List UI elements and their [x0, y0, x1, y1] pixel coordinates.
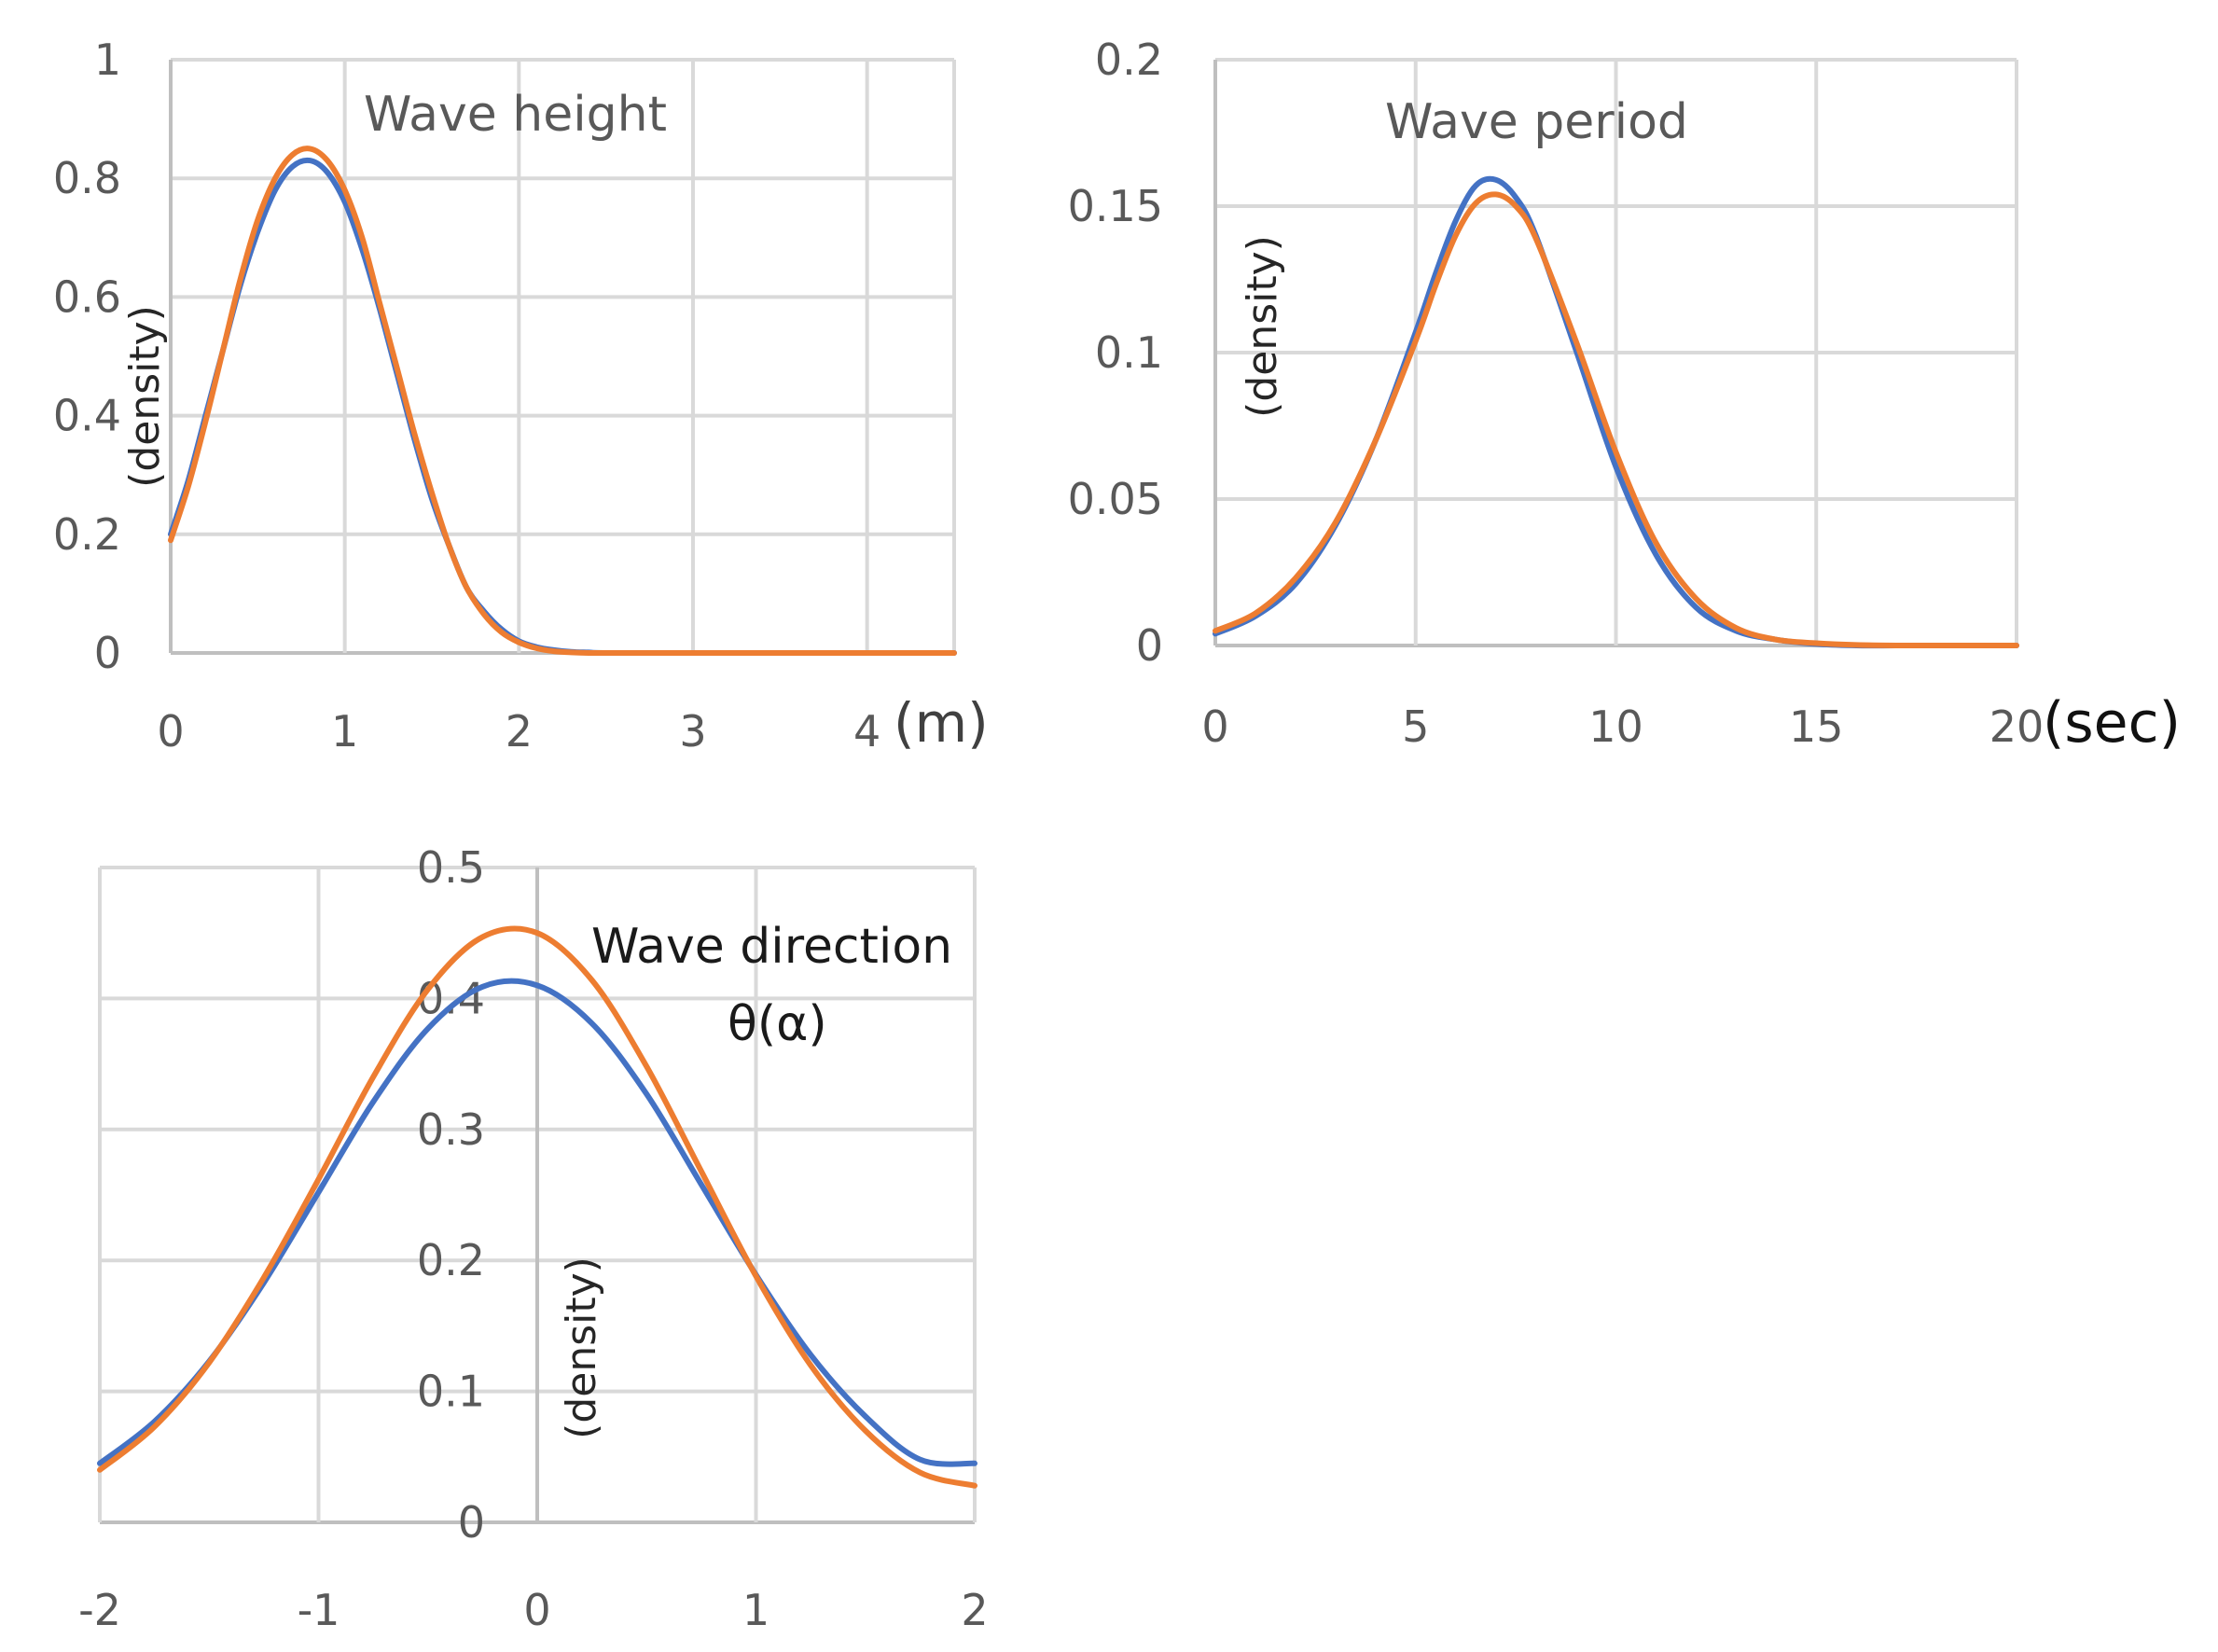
- wave-height-chart: 0 0.2 0.4 0.6 0.8 1 0 1 2 3 4 Wave height (density…: [53, 35, 989, 757]
- wave-period-series: [1213, 175, 2019, 649]
- wave-height-x-axis-label: (m): [894, 691, 989, 755]
- wave-period-series-line-2: [1213, 191, 2019, 649]
- wave-height-series-line-1: [168, 157, 957, 657]
- wave-direction-x-tick-label-3: 1: [742, 1585, 769, 1635]
- wave-height-y-tick-label-2: 0.4: [53, 391, 121, 441]
- wave-height-y-tick-label-4: 0.8: [53, 153, 121, 203]
- wave-period-y-tick-label-2: 0.1: [1095, 327, 1163, 378]
- wave-height-x-tick-label-2: 2: [506, 706, 533, 757]
- wave-height-x-tick-label-1: 1: [331, 706, 358, 757]
- wave-height-series-line-2: [168, 146, 957, 657]
- wave-direction-y-tick-label-3: 0.3: [417, 1104, 485, 1155]
- wave-direction-series: [97, 925, 977, 1489]
- wave-direction-title: Wave direction: [591, 919, 952, 975]
- wave-direction-x-tick-label-0: -2: [78, 1585, 121, 1635]
- wave-direction-y-tick-label-5: 0.5: [417, 842, 485, 893]
- wave-direction-series-line-2: [97, 925, 977, 1489]
- wave-period-y-tick-label-0: 0: [1136, 620, 1163, 671]
- wave-direction-tick-labels: 0 0.1 0.2 0.3 0.4 0.5 -2 -1 0 1 2: [78, 842, 989, 1635]
- wave-direction-y-axis-label: (density): [558, 1256, 605, 1439]
- wave-period-x-tick-label-2: 10: [1588, 701, 1643, 752]
- wave-height-y-tick-label-0: 0: [94, 628, 121, 678]
- wave-height-y-axis-label: (density): [121, 305, 169, 488]
- wave-period-tick-labels: 0 0.05 0.1 0.15 0.2 0 5 10 15 20: [1068, 35, 2045, 752]
- wave-direction-x-tick-label-4: 2: [961, 1585, 988, 1635]
- wave-period-x-tick-label-4: 20: [1989, 701, 2045, 752]
- wave-height-gridlines: [169, 58, 956, 655]
- wave-height-title: Wave height: [364, 87, 667, 143]
- wave-height-y-tick-label-3: 0.6: [53, 271, 121, 322]
- wave-height-x-tick-label-4: 4: [853, 706, 880, 757]
- wave-height-series: [168, 146, 957, 657]
- wave-direction-x-tick-label-2: 0: [523, 1585, 550, 1635]
- wave-period-chart: 0 0.05 0.1 0.15 0.2 0 5 10 15 20 Wave period (den…: [1068, 35, 2181, 756]
- wave-direction-chart: 0 0.1 0.2 0.3 0.4 0.5 -2 -1 0 1 2 Wave direction θ…: [78, 842, 989, 1635]
- wave-direction-y-tick-label-1: 0.1: [417, 1367, 485, 1417]
- wave-height-x-tick-label-3: 3: [679, 706, 706, 757]
- wave-height-y-tick-label-5: 1: [94, 35, 121, 85]
- wave-period-x-tick-label-0: 0: [1201, 701, 1228, 752]
- wave-direction-y-tick-label-0: 0: [458, 1497, 485, 1548]
- wave-period-y-tick-label-3: 0.15: [1068, 181, 1163, 231]
- wave-period-x-axis-label: (sec): [2043, 690, 2181, 756]
- wave-direction-y-tick-label-2: 0.2: [417, 1235, 485, 1285]
- wave-direction-title-line2: θ(α): [728, 996, 827, 1052]
- wave-direction-y-tick-label-4: 0.4: [417, 973, 485, 1023]
- wave-period-x-tick-label-1: 5: [1402, 701, 1429, 752]
- wave-height-y-tick-label-1: 0.2: [53, 509, 121, 560]
- wave-period-title: Wave period: [1385, 94, 1688, 150]
- wave-direction-gridlines: [98, 866, 977, 1524]
- wave-height-tick-labels: 0 0.2 0.4 0.6 0.8 1 0 1 2 3 4: [53, 35, 880, 757]
- wave-direction-x-tick-label-1: -1: [298, 1585, 340, 1635]
- wave-period-y-axis-label: (density): [1239, 235, 1286, 418]
- wave-height-x-tick-label-0: 0: [157, 706, 184, 757]
- wave-period-y-tick-label-1: 0.05: [1068, 474, 1163, 524]
- wave-period-x-tick-label-3: 15: [1789, 701, 1844, 752]
- wave-period-y-tick-label-4: 0.2: [1095, 35, 1163, 85]
